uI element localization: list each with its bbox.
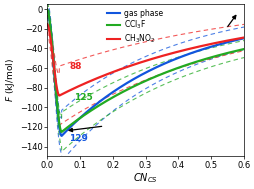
Text: 129: 129	[69, 134, 88, 143]
Text: 125: 125	[74, 93, 92, 102]
Legend: gas phase, CCl$_3$F, CH$_3$NO$_2$: gas phase, CCl$_3$F, CH$_3$NO$_2$	[105, 8, 163, 46]
X-axis label: $CN_{CS}$: $CN_{CS}$	[133, 171, 157, 185]
Y-axis label: $F$ (kJ/mol): $F$ (kJ/mol)	[4, 58, 17, 102]
Text: 88: 88	[69, 62, 81, 70]
